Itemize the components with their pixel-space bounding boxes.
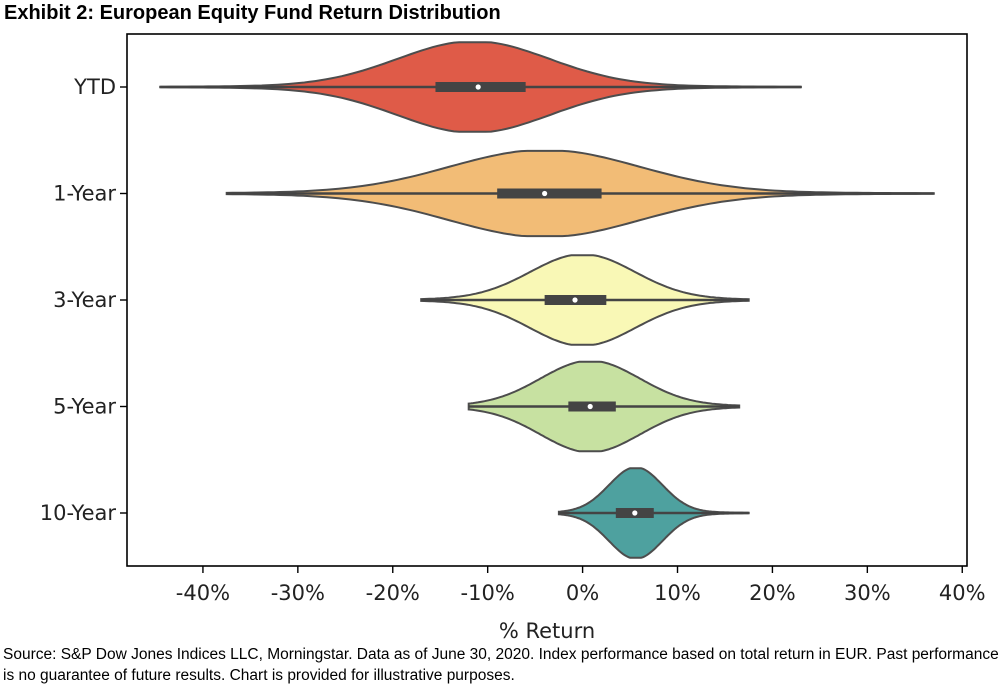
x-tick-label: 30% (844, 581, 891, 605)
median-point-1-year (542, 190, 548, 197)
x-tick-label: -30% (271, 581, 325, 605)
median-point-ytd (475, 84, 481, 90)
x-tick-label: 20% (749, 581, 796, 605)
x-axis-label: % Return (499, 619, 595, 640)
median-point-5-year (587, 403, 593, 410)
x-tick-label: -10% (461, 581, 515, 605)
y-tick-label: 10-Year (40, 501, 117, 525)
median-point-3-year (572, 297, 578, 303)
y-tick-label: 1-Year (53, 182, 116, 206)
median-point-10-year (632, 510, 638, 516)
x-tick-label: 0% (566, 581, 599, 605)
violins-layer (159, 41, 935, 559)
y-tick-label: 5-Year (53, 395, 116, 419)
violin-chart: YTD 1-Year 3-Year 5-Year 10-Year -40% -30% -20… (40, 33, 986, 640)
y-tick-label: 3-Year (53, 288, 116, 312)
x-tick-label: -40% (176, 581, 230, 605)
y-axis: YTD 1-Year 3-Year 5-Year 10-Year (40, 75, 127, 525)
source-note: Source: S&P Dow Jones Indices LLC, Morni… (3, 646, 999, 684)
chart-title: Exhibit 2: European Equity Fund Return D… (4, 2, 501, 24)
iqr-box-1-year (497, 188, 602, 199)
x-tick-label: 10% (654, 581, 701, 605)
y-tick-label: YTD (73, 75, 116, 99)
x-tick-label: 40% (939, 581, 986, 605)
x-axis: -40% -30% -20% -10% 0% 10% 20% 30% 40% (176, 566, 986, 605)
x-tick-label: -20% (366, 581, 420, 605)
